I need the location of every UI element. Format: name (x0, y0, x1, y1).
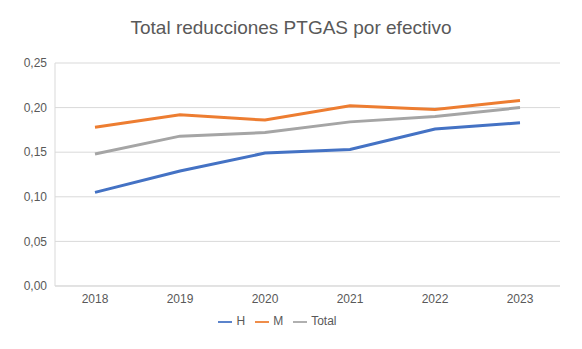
svg-text:2019: 2019 (167, 292, 194, 306)
svg-text:0,00: 0,00 (24, 279, 48, 293)
svg-text:0,05: 0,05 (24, 235, 48, 249)
svg-text:2020: 2020 (252, 292, 279, 306)
html-text:H: H (236, 314, 246, 328)
svg-text:0,25: 0,25 (24, 56, 48, 70)
svg-text:0,15: 0,15 (24, 145, 48, 159)
html-text:Total reducciones PTGAS por ef: Total reducciones PTGAS por efectivo (130, 16, 452, 38)
svg-text:2021: 2021 (337, 292, 364, 306)
svg-text:2018: 2018 (82, 292, 109, 306)
html-text:Total: Total (311, 314, 337, 328)
svg-text:2023: 2023 (507, 292, 534, 306)
svg-text:0,20: 0,20 (24, 101, 48, 115)
html-text:M: M (273, 314, 284, 328)
svg-text:2022: 2022 (422, 292, 449, 306)
svg-text:0,10: 0,10 (24, 190, 48, 204)
